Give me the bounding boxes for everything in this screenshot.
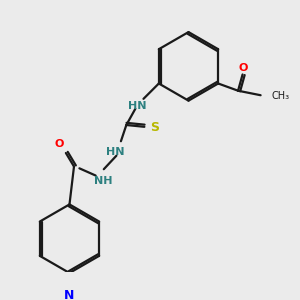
- Text: CH₃: CH₃: [272, 91, 290, 101]
- Text: NH: NH: [94, 176, 112, 186]
- Text: N: N: [64, 289, 75, 300]
- Text: S: S: [150, 121, 159, 134]
- Text: HN: HN: [128, 101, 146, 111]
- Text: HN: HN: [106, 147, 125, 157]
- Text: O: O: [55, 139, 64, 149]
- Text: O: O: [239, 63, 248, 73]
